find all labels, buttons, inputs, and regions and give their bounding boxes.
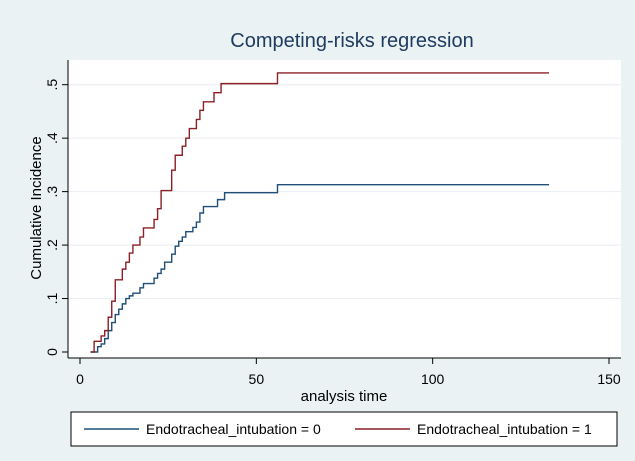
x-tick-label: 50 — [249, 371, 265, 387]
legend-label-0: Endotracheal_intubation = 0 — [146, 421, 321, 437]
series-line-0 — [90, 183, 550, 353]
x-axis-ticks: 0 50 100 150 — [76, 358, 621, 387]
series-line-1 — [90, 72, 550, 353]
plot-area — [68, 60, 621, 358]
y-axis-label: Cumulative Incidence — [28, 136, 45, 279]
y-tick-label: 0 — [44, 348, 60, 356]
series-lines — [90, 72, 550, 353]
x-tick-label: 100 — [421, 371, 445, 387]
legend-box — [70, 411, 618, 447]
y-tick-label: .5 — [44, 79, 60, 91]
y-tick-label: .3 — [44, 186, 60, 198]
gridlines — [68, 84, 621, 300]
y-axis-ticks: 0 .1 .2 .3 .4 .5 — [44, 79, 68, 356]
chart-title: Competing-risks regression — [230, 30, 473, 52]
x-tick-label: 150 — [597, 371, 621, 387]
y-tick-label: .4 — [44, 132, 60, 144]
y-tick-label: .1 — [44, 292, 60, 304]
legend: Endotracheal_intubation = 0 Endotracheal_… — [84, 421, 592, 437]
y-tick-label: .2 — [44, 239, 60, 251]
legend-label-1: Endotracheal_intubation = 1 — [417, 421, 592, 437]
x-axis-label: analysis time — [301, 388, 388, 405]
x-tick-label: 0 — [76, 371, 84, 387]
